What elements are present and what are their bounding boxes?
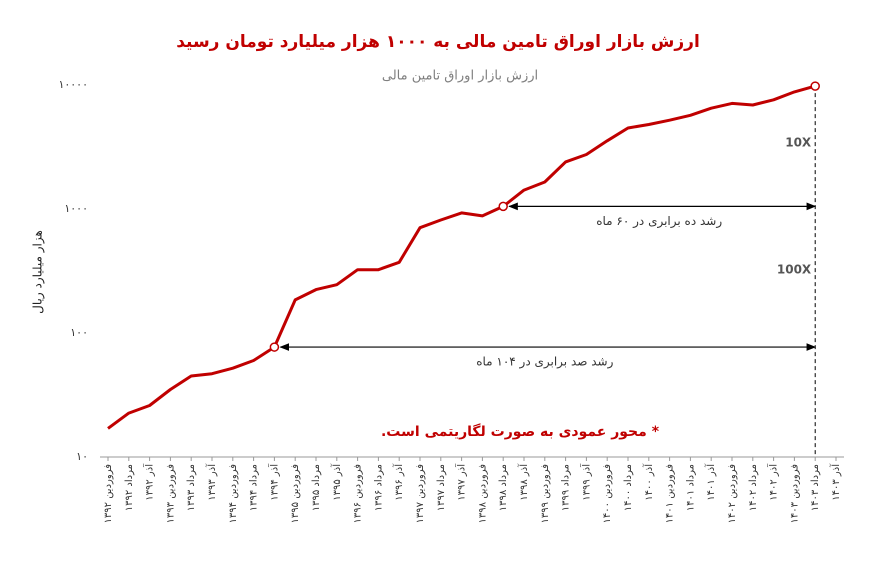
x-tick-label: فروردین ۱۳۹۳: [165, 464, 176, 524]
x-tick-label: مرداد ۱۳۹۴: [249, 464, 260, 511]
x-tick-label: مرداد ۱۳۹۸: [498, 464, 509, 511]
x-tick-label: مرداد ۱۴۰۲: [748, 464, 759, 511]
point-marker: [810, 81, 820, 91]
x-tick-label: فروردین ۱۳۹۷: [415, 464, 426, 524]
span-label: رشد ده برابری در ۶۰ ماه: [596, 214, 722, 229]
x-tick-label: فروردین ۱۴۰۰: [602, 464, 613, 524]
x-tick-label: فروردین ۱۴۰۳: [789, 464, 800, 524]
footnote: * محور عمودی به صورت لگاریتمی است.: [381, 423, 660, 440]
point-marker: [269, 342, 280, 352]
series-line: [107, 84, 816, 430]
y-tick-label: ۱۰۰۰: [64, 202, 88, 215]
x-tick-label: فروردین ۱۴۰۲: [727, 464, 738, 524]
x-tick-label: آذر ۱۴۰۲: [767, 463, 780, 501]
x-tick-label: آذر ۱۳۹۷: [455, 463, 468, 501]
legend-label: ارزش بازار اوراق تامین مالی: [382, 69, 538, 84]
point-marker: [498, 201, 508, 212]
x-tick-label: فروردین ۱۳۹۲: [103, 464, 114, 524]
x-tick-label: مرداد ۱۳۹۳: [186, 464, 197, 511]
x-tick-label: مرداد ۱۴۰۰: [623, 464, 634, 511]
x-tick-label: مرداد ۱۴۰۳: [810, 464, 821, 511]
x-tick-label: مرداد ۱۳۹۶: [373, 464, 384, 511]
x-tick-label: مرداد ۱۳۹۹: [561, 464, 572, 511]
x-tick-label: آذر ۱۳۹۵: [330, 463, 343, 501]
y-axis-label: هزار میلیارد ریال: [31, 230, 46, 314]
x-tick-label: آذر ۱۳۹۳: [205, 463, 218, 501]
chart-title: ارزش بازار اوراق تامین مالی به ۱۰۰۰ هزار…: [176, 32, 700, 52]
x-tick-label: فروردین ۱۳۹۵: [290, 464, 301, 524]
x-tick-label: آذر ۱۳۹۶: [392, 463, 405, 501]
x-tick-label: آذر ۱۳۹۴: [267, 463, 280, 501]
x-tick-label: فروردین ۱۳۹۹: [540, 464, 551, 524]
x-tick-label: مرداد ۱۳۹۲: [124, 464, 135, 511]
x-tick-label: مرداد ۱۳۹۷: [436, 464, 447, 511]
x-tick-label: آذر ۱۴۰۳: [829, 463, 842, 501]
x-tick-label: مرداد ۱۴۰۱: [685, 464, 696, 511]
y-tick-label: ۱۰۰: [70, 326, 88, 339]
x-tick-label: فروردین ۱۳۹۴: [228, 464, 239, 524]
x-tick-label: آذر ۱۳۹۸: [517, 463, 530, 501]
span-factor: 10X: [785, 136, 812, 150]
x-tick-label: فروردین ۱۴۰۱: [665, 464, 676, 524]
x-tick-label: آذر ۱۴۰۰: [642, 463, 655, 501]
x-tick-label: فروردین ۱۳۹۶: [353, 464, 364, 524]
y-tick-label: ۱۰: [76, 450, 88, 463]
y-tick-label: ۱۰۰۰۰: [58, 78, 88, 91]
x-tick-label: مرداد ۱۳۹۵: [311, 464, 322, 511]
x-tick-label: آذر ۱۳۹۲: [143, 463, 156, 501]
span-factor: 100X: [777, 263, 812, 277]
x-tick-label: فروردین ۱۳۹۸: [477, 464, 488, 524]
x-tick-label: آذر ۱۳۹۹: [579, 463, 592, 501]
x-tick-label: آذر ۱۴۰۱: [704, 463, 717, 501]
span-label: رشد صد برابری در ۱۰۴ ماه: [476, 355, 613, 370]
